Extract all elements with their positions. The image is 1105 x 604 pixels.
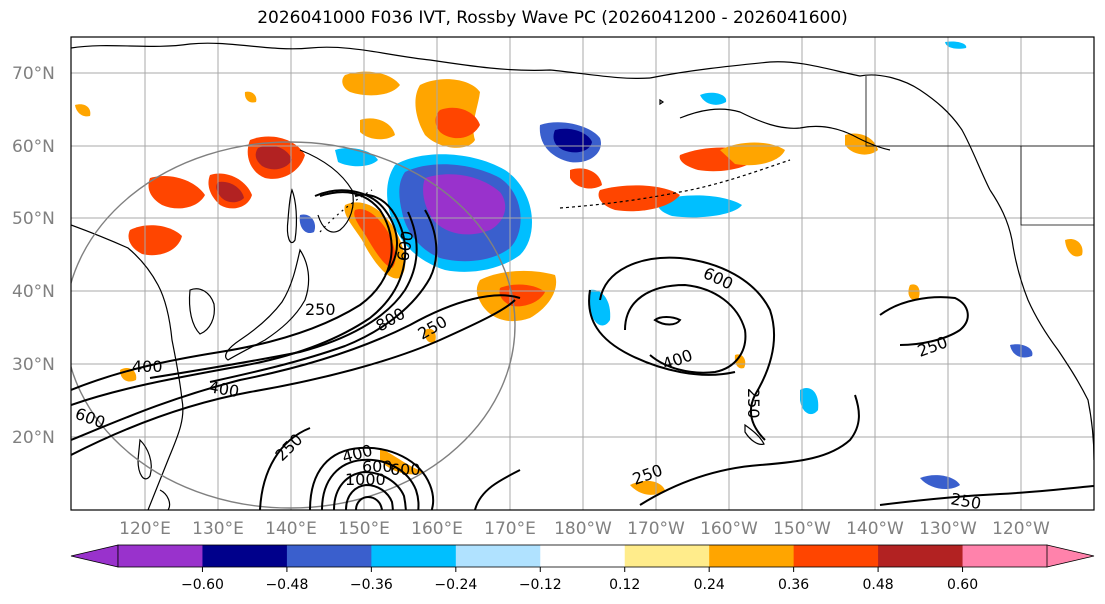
colorbar-tick-label: 0.48 [863, 577, 894, 593]
reference-circle [71, 141, 516, 509]
colorbar-tick-label: −0.60 [181, 577, 224, 593]
contour-label: 250 [744, 388, 763, 419]
latitude-labels: 70°N 60°N 50°N 40°N 30°N 20°N [12, 64, 55, 448]
lat-label: 20°N [12, 428, 55, 448]
colorbar-segment [118, 545, 203, 567]
colorbar-frame [117, 544, 1048, 568]
colorbar-tick-label: 0.24 [694, 577, 725, 593]
lon-label: 180°W [554, 519, 612, 539]
lat-label: 50°N [12, 209, 55, 229]
colorbar-tick-label: −0.12 [519, 577, 562, 593]
lon-label: 160°W [700, 519, 758, 539]
lon-label: 160°E [411, 519, 463, 539]
contour-label: 600 [362, 457, 393, 476]
colorbar-segment [455, 545, 541, 567]
colorbar-segment [286, 545, 372, 567]
colorbar-segment [202, 545, 288, 567]
contour-label: 250 [949, 489, 982, 513]
colorbar-tick-label: 0.36 [778, 577, 809, 593]
lon-label: 170°W [627, 519, 685, 539]
colorbar-segment [371, 545, 457, 567]
lon-label: 120°E [119, 519, 171, 539]
lat-label: 40°N [12, 282, 55, 302]
colorbar-extend-high [1046, 544, 1095, 568]
colorbar-tick-label: 0.60 [947, 577, 978, 593]
lon-label: 150°W [773, 519, 831, 539]
colorbar-segment [624, 545, 710, 567]
contour-label: 1000 [345, 470, 386, 489]
contour-label: 400 [132, 357, 163, 376]
lon-label: 130°E [192, 519, 244, 539]
colorbar-tick-label: −0.48 [265, 577, 308, 593]
colorbar: −0.60 −0.48 −0.36 −0.24 −0.12 0.12 0.24 0.36 0.4… [70, 544, 1095, 593]
map-frame [70, 36, 1095, 511]
lon-label: 140°W [846, 519, 904, 539]
colorbar-tick-label: −0.24 [434, 577, 477, 593]
lat-label: 70°N [12, 64, 55, 84]
map-title: 2026041000 F036 IVT, Rossby Wave PC (202… [257, 8, 848, 28]
colorbar-segment [878, 545, 964, 567]
colorbar-extend-low [70, 544, 119, 568]
colorbar-tick-label: 0.12 [609, 577, 640, 593]
lat-label: 60°N [12, 137, 55, 157]
lon-label: 120°W [992, 519, 1050, 539]
contour-label: 600 [390, 460, 421, 479]
ivt-contours [71, 189, 1094, 510]
lon-label: 170°E [484, 519, 536, 539]
graticule [71, 37, 1094, 510]
colorbar-segment [709, 545, 795, 567]
lon-label: 150°E [338, 519, 390, 539]
coastlines [71, 42, 1094, 510]
longitude-labels: 120°E 130°E 140°E 150°E 160°E 170°E 180°… [119, 519, 1050, 539]
contour-label: 250 [305, 300, 336, 319]
colorbar-segment [793, 545, 879, 567]
lon-label: 130°W [919, 519, 977, 539]
lon-label: 140°E [265, 519, 317, 539]
lat-label: 30°N [12, 355, 55, 375]
colorbar-segment [962, 545, 1048, 567]
colorbar-segment [540, 545, 626, 567]
colorbar-tick-label: −0.36 [350, 577, 393, 593]
